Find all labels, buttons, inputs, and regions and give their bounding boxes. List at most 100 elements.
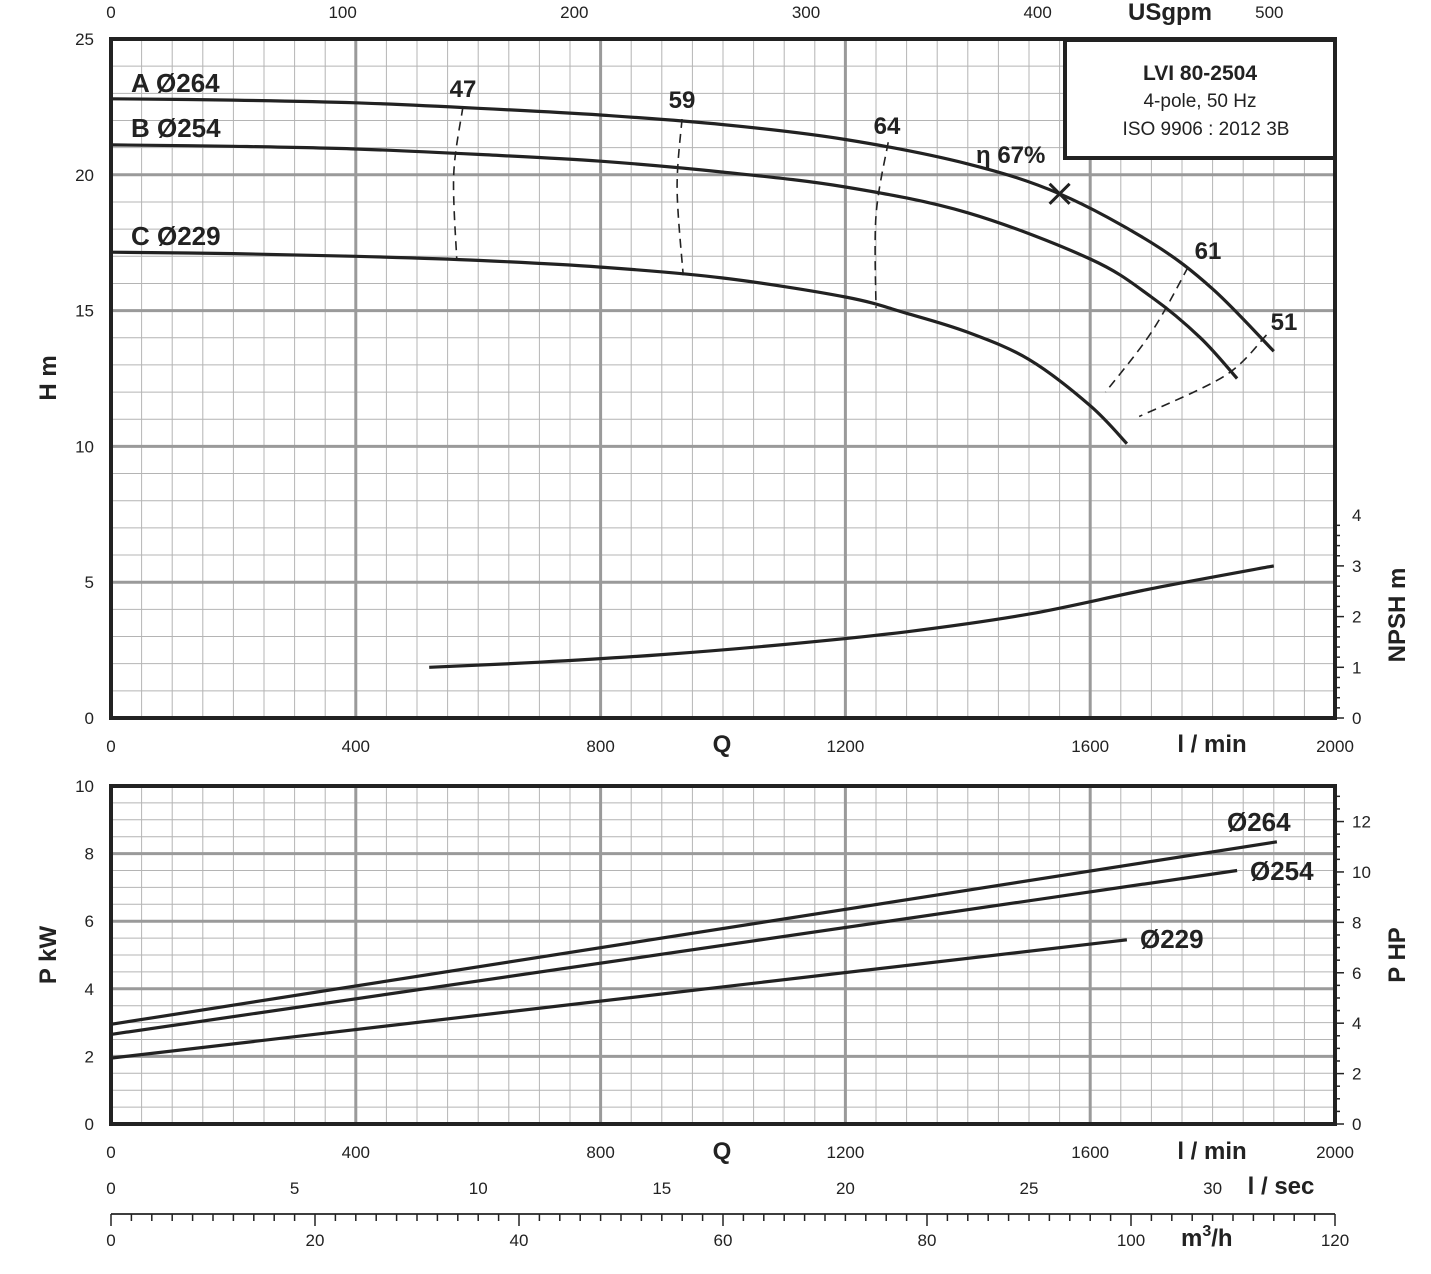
lps-tick-label: 25 [1020,1179,1039,1198]
x-axis-label: Q [713,731,732,758]
x-tick-label: 1600 [1071,737,1109,756]
x-tick-label: 400 [342,737,370,756]
efficiency-line-64 [874,142,889,308]
m3h-tick-label: 60 [714,1231,733,1250]
m3h-unit-label: m3/h [1181,1223,1233,1252]
y-tick-label: 6 [85,912,94,931]
lps-tick-label: 20 [836,1179,855,1198]
top-tick-label: 300 [792,3,820,22]
efficiency-label: 64 [874,113,901,140]
top-tick-label: 400 [1023,3,1051,22]
head-curve-b [110,143,1239,380]
efficiency-label: 59 [669,87,696,114]
x-unit-label: l / min [1177,731,1246,758]
lps-unit-label: l / sec [1248,1173,1315,1200]
npsh-tick-label: 0 [1352,709,1361,728]
m3h-tick-label: 40 [510,1231,529,1250]
y-axis-label: H m [35,355,62,400]
power-curve-label: Ø254 [1250,856,1314,886]
m3h-tick-label: 0 [106,1231,115,1250]
efficiency-line-61 [1104,266,1189,393]
power-curve-label: Ø264 [1227,807,1291,837]
npsh-tick-label: 1 [1352,658,1361,677]
head-curve-label: C Ø229 [131,221,221,251]
model-spec-standard: ISO 9906 : 2012 3B [1123,119,1290,140]
top-tick-label: 500 [1255,3,1283,22]
lps-tick-label: 10 [469,1179,488,1198]
top-tick-label: 200 [560,3,588,22]
bep-marker [1048,182,1071,205]
npsh-tick-label: 4 [1352,506,1361,525]
x-tick-label: 2000 [1316,1143,1354,1162]
top-tick-label: 100 [328,3,356,22]
power-grid [109,784,1337,1126]
npsh-tick-label: 2 [1352,608,1361,627]
hp-axis-label: P HP [1384,927,1411,983]
plot-frame [109,37,1337,720]
power-curve-229 [110,938,1128,1060]
head-curve-a [110,97,1275,353]
x-tick-label: 400 [342,1143,370,1162]
efficiency-line-47 [452,106,464,261]
y-tick-label: 2 [85,1047,94,1066]
head-curve-label: B Ø254 [131,113,221,143]
x-tick-label: 1200 [826,737,864,756]
y-tick-label: 15 [75,302,94,321]
hp-tick-label: 12 [1352,813,1371,832]
y-tick-label: 4 [85,980,94,999]
lps-tick-label: 0 [106,1179,115,1198]
hp-tick-label: 4 [1352,1014,1361,1033]
lps-tick-label: 30 [1203,1179,1222,1198]
bep-label: η 67% [976,142,1045,169]
power-curve-254 [110,868,1238,1036]
npsh-axis-label: NPSH m [1384,568,1411,663]
x-tick-label: 0 [106,737,115,756]
npsh-tick-label: 3 [1352,557,1361,576]
x-tick-label: 2000 [1316,737,1354,756]
efficiency-label: 51 [1271,309,1298,336]
model-name: LVI 80-2504 [1143,62,1257,85]
x-tick-label: 1200 [826,1143,864,1162]
top-tick-label: 0 [106,3,115,22]
title-box: LVI 80-2504 4-pole, 50 Hz ISO 9906 : 2012 … [1063,38,1337,160]
head-curve-c [110,250,1129,445]
plot-frame [109,784,1337,1126]
x-tick-label: 0 [106,1143,115,1162]
y-tick-label: 8 [85,845,94,864]
y-tick-label: 10 [75,777,94,796]
hp-tick-label: 10 [1352,863,1371,882]
power-curve-264 [110,840,1278,1026]
hp-tick-label: 2 [1352,1065,1361,1084]
m3h-tick-label: 20 [306,1231,325,1250]
x-tick-label: 800 [586,1143,614,1162]
title-box-frame [1063,38,1337,160]
m3h-tick-label: 80 [918,1231,937,1250]
npsh-curve [429,564,1275,669]
efficiency-line-51 [1138,334,1268,418]
top-axis-unit: USgpm [1128,0,1212,26]
lps-tick-label: 15 [652,1179,671,1198]
head-grid [109,37,1337,720]
x-unit-label: l / min [1177,1138,1246,1165]
x-tick-label: 800 [586,737,614,756]
lps-tick-label: 5 [290,1179,299,1198]
y-axis-label: P kW [35,926,62,985]
m3h-tick-label: 120 [1321,1231,1349,1250]
y-tick-label: 0 [85,1115,94,1134]
efficiency-line-59 [676,119,684,276]
y-tick-label: 0 [85,709,94,728]
m3h-tick-label: 100 [1117,1231,1145,1250]
x-tick-label: 1600 [1071,1143,1109,1162]
efficiency-label: 61 [1195,238,1222,265]
x-axis-label: Q [713,1138,732,1165]
hp-tick-label: 8 [1352,913,1361,932]
y-tick-label: 5 [85,573,94,592]
hp-tick-label: 0 [1352,1115,1361,1134]
y-tick-label: 10 [75,437,94,456]
model-spec-poles: 4-pole, 50 Hz [1143,91,1256,112]
hp-tick-label: 6 [1352,964,1361,983]
y-tick-label: 25 [75,30,94,49]
head-curve-label: A Ø264 [131,68,220,98]
